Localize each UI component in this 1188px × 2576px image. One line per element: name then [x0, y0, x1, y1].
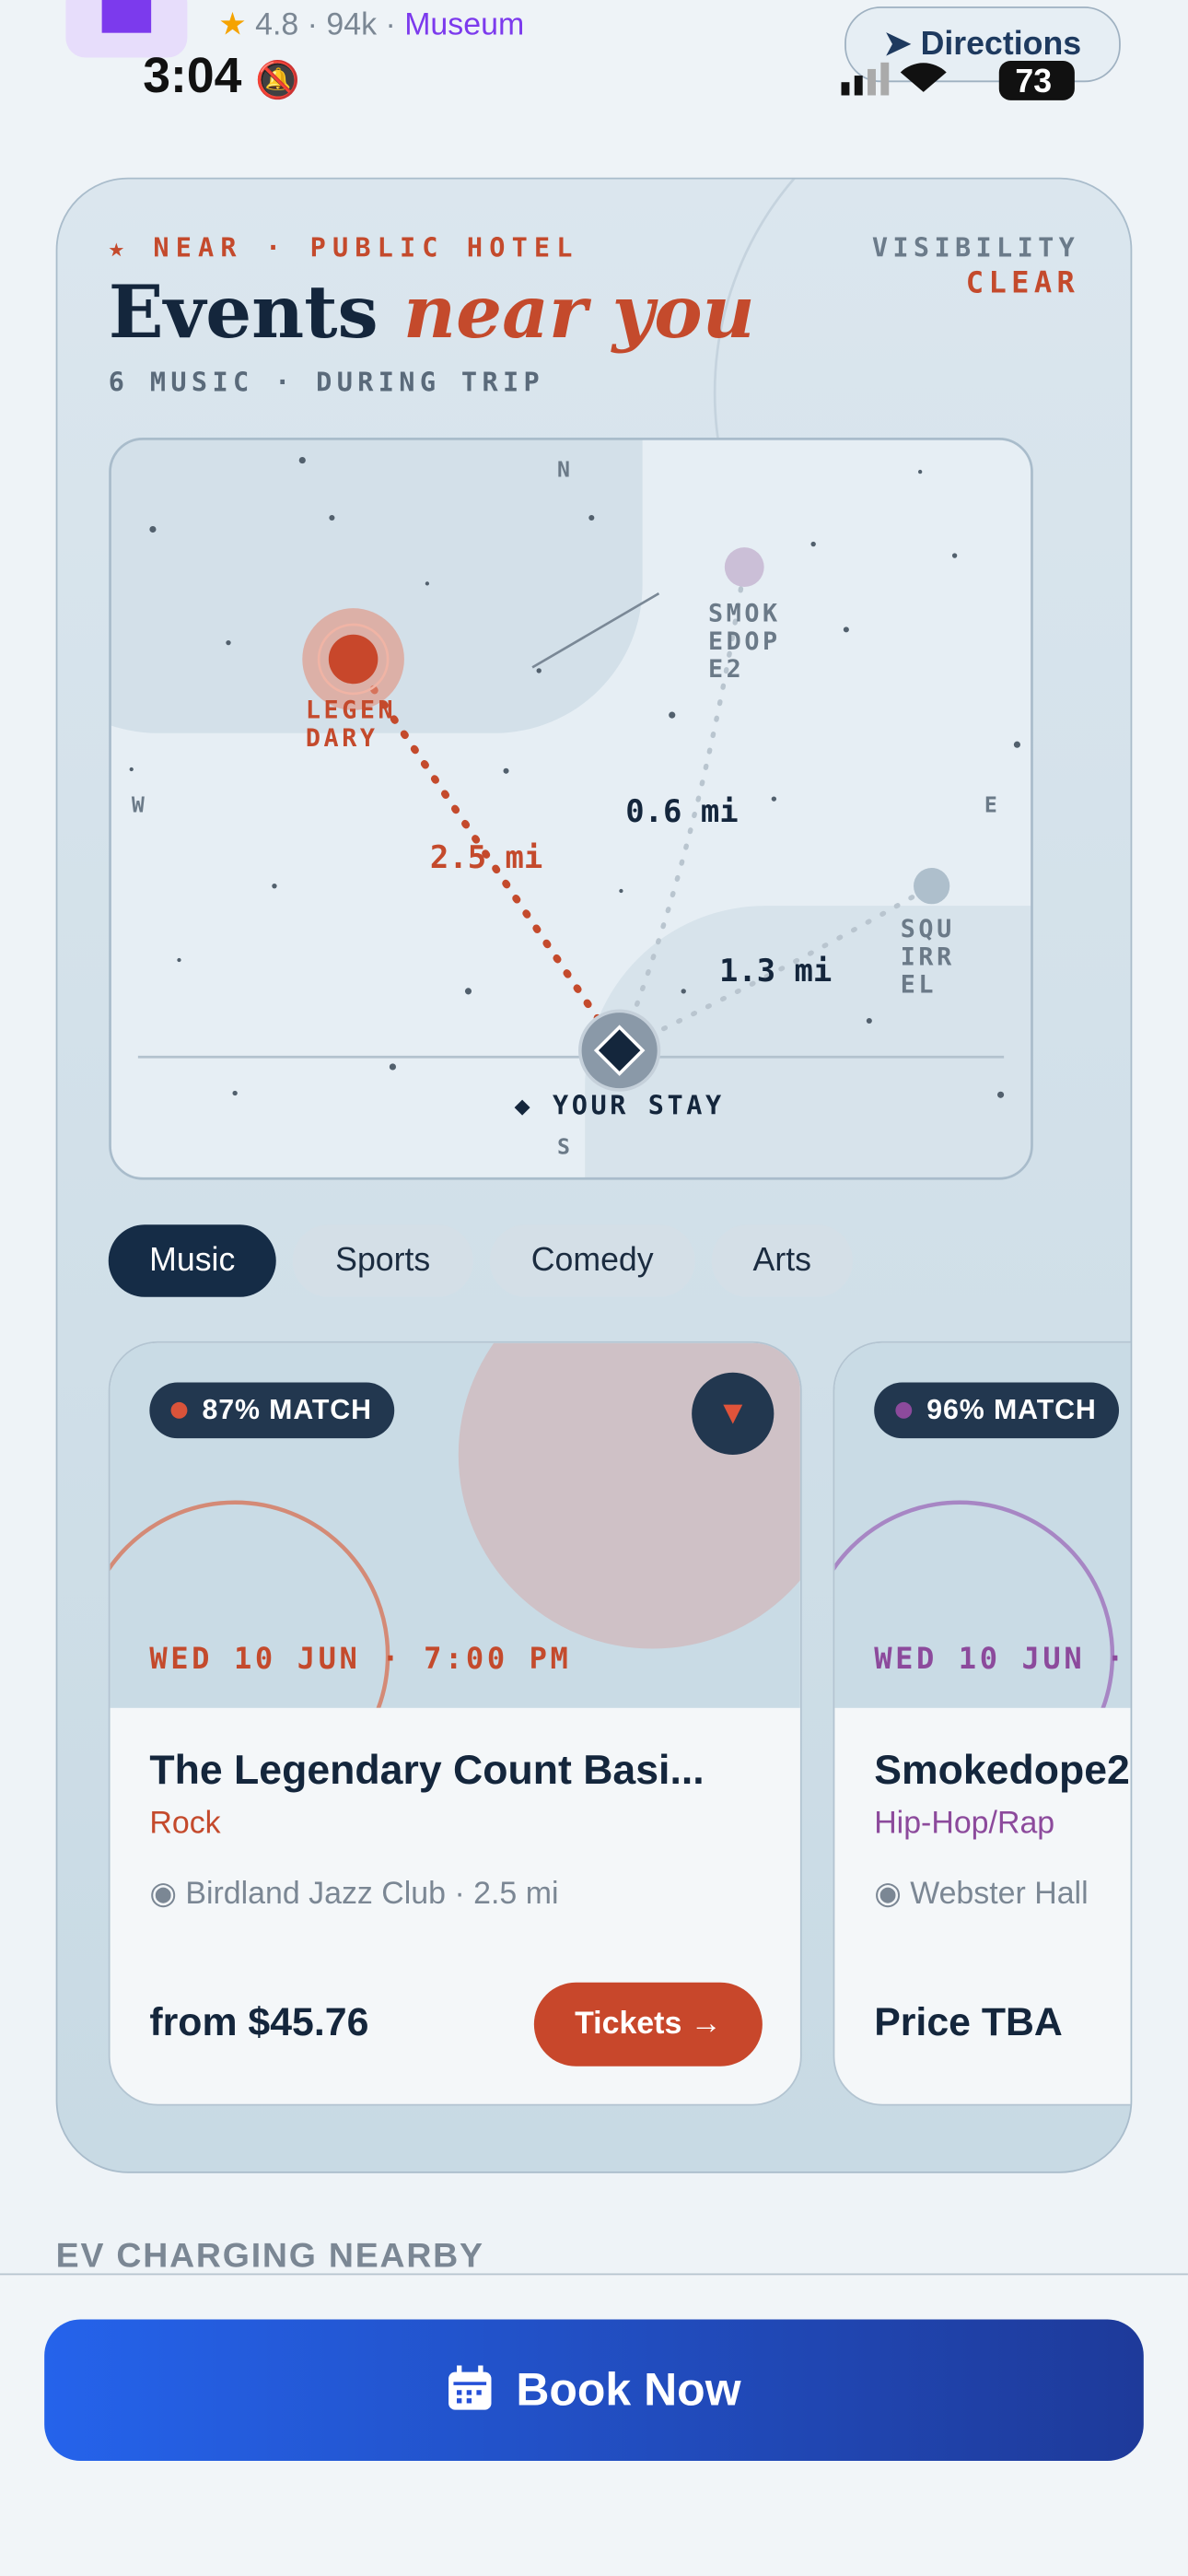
art — [834, 1500, 1115, 1708]
event-genre: Hip-Hop/Rap — [874, 1806, 1055, 1842]
distance-label: 0.6 mi — [625, 793, 738, 829]
compass-w: W — [132, 792, 148, 817]
filter-chip[interactable]: Music — [108, 1224, 276, 1297]
directions-label: Directions — [920, 26, 1082, 63]
directions-button[interactable]: ➤ Directions — [844, 6, 1121, 83]
separator: · — [385, 7, 396, 43]
title: Events — [108, 271, 379, 356]
title-accent: near you — [403, 271, 755, 356]
match: 87% MATCH — [202, 1394, 372, 1425]
event-art: 87% MATCH ▼ WED 10 JUN · 7:00 PM — [110, 1342, 800, 1708]
status-time: 3:04 🔕 — [143, 49, 301, 104]
subtitle: 6 MUSIC · DURING TRIP — [108, 366, 545, 398]
calendar-icon — [448, 2365, 492, 2410]
compass-s: S — [557, 1135, 574, 1160]
match-badge: 87% MATCH — [149, 1382, 395, 1439]
venue-label: EL — [901, 971, 937, 1000]
event-price: Price TBA — [874, 2000, 1063, 2045]
venue: Birdland Jazz Club — [185, 1877, 447, 1913]
event-art: 96% MATCH WED 10 JUN · — [834, 1342, 1131, 1708]
distance: 2.5 mi — [473, 1877, 559, 1913]
battery: 73 — [1015, 63, 1052, 100]
visibility-value: CLEAR — [965, 266, 1080, 301]
distance-label: 1.3 mi — [719, 953, 832, 989]
tickets-button[interactable]: Tickets → — [533, 1982, 763, 2067]
decor — [713, 179, 873, 673]
icon — [101, 0, 152, 33]
filter-chip[interactable]: Comedy — [489, 1224, 695, 1297]
time: 3:04 — [143, 49, 242, 104]
filter-chip[interactable]: Sports — [292, 1224, 473, 1297]
book-button[interactable]: Book Now — [44, 2319, 1144, 2461]
venue: Webster Hall — [910, 1877, 1089, 1913]
venue-label: SMOK — [708, 599, 781, 627]
place-icon — [65, 0, 188, 58]
event-venue-row: ◉ Webster Hall — [874, 1877, 1089, 1913]
section-title: EV CHARGING NEARBY — [55, 2237, 484, 2276]
event-title: Smokedope2 — [874, 1747, 1130, 1794]
match-badge: 96% MATCH — [874, 1382, 1120, 1439]
event-title: The Legendary Count Basi... — [149, 1747, 705, 1794]
event-date: WED 10 JUN · 7:00 PM — [149, 1642, 572, 1677]
match: 96% MATCH — [926, 1394, 1097, 1425]
venue-label: EDOP — [708, 627, 781, 656]
book-label: Book Now — [516, 2363, 741, 2415]
filter-chip[interactable]: Arts — [711, 1224, 853, 1297]
event-venue-row: ◉ Birdland Jazz Club · 2.5 mi — [149, 1877, 559, 1913]
distance-label: 2.5 mi — [430, 839, 542, 875]
event-price: from $45.76 — [149, 2000, 369, 2045]
venue-label: IRR — [901, 943, 955, 971]
rating-row: ★ 4.8 · 94k · Museum — [218, 7, 525, 43]
separator: · — [454, 1877, 465, 1913]
venue-label: E2 — [708, 655, 744, 684]
venue-label: SQU — [901, 915, 955, 943]
rating: 4.8 · 94k — [255, 7, 378, 43]
event-genre: Rock — [149, 1806, 221, 1842]
compass-n: N — [557, 457, 574, 482]
save-button[interactable]: ▼ — [692, 1372, 775, 1456]
compass-e: E — [984, 792, 1001, 817]
card-title: Events near you — [109, 271, 755, 355]
map: N S E W LEGEN DARY SMOK EDOP E2 SQU IRR … — [109, 438, 1033, 1180]
event-date: WED 10 JUN · — [874, 1642, 1128, 1677]
eyebrow: ★ NEAR · PUBLIC HOTEL — [108, 231, 579, 263]
venue-label: LEGEN — [306, 697, 396, 725]
events-card: ★ NEAR · PUBLIC HOTEL VISIBILITY CLEAR E… — [55, 177, 1133, 2173]
visibility-label: VISIBILITY — [871, 231, 1080, 263]
status-icons: 73 — [841, 61, 1075, 100]
event-card[interactable]: 96% MATCH WED 10 JUN · Smokedope2 Hip-Ho… — [833, 1341, 1131, 2106]
event-card[interactable]: 87% MATCH ▼ WED 10 JUN · 7:00 PM The Leg… — [108, 1341, 802, 2106]
home-label: ◆ YOUR STAY — [515, 1091, 725, 1121]
venue-label: DARY — [306, 724, 379, 753]
category: Museum — [404, 7, 525, 43]
